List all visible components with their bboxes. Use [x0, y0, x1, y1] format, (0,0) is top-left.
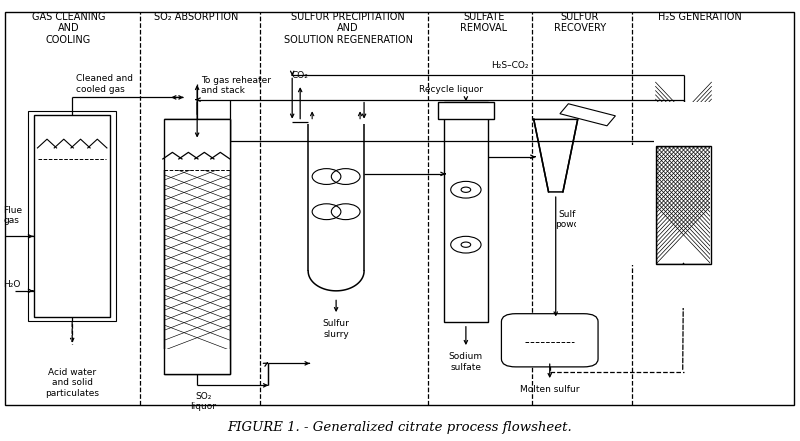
Text: H₂S–CO₂: H₂S–CO₂ — [491, 61, 529, 70]
Bar — [560, 104, 615, 126]
Text: SULFUR
RECOVERY: SULFUR RECOVERY — [554, 11, 606, 33]
Text: H₂O: H₂O — [3, 280, 21, 289]
Text: CO₂: CO₂ — [292, 71, 309, 80]
Text: Steam: Steam — [719, 166, 749, 175]
Bar — [165, 120, 230, 374]
Bar — [163, 349, 231, 374]
Text: FIGURE 1. - Generalized citrate process flowsheet.: FIGURE 1. - Generalized citrate process … — [228, 421, 572, 434]
Bar — [654, 264, 713, 308]
Text: SULFATE
REMOVAL: SULFATE REMOVAL — [460, 11, 507, 33]
Bar — [655, 146, 711, 265]
Text: H₂S GENERATION: H₂S GENERATION — [658, 11, 742, 22]
Bar — [5, 11, 794, 405]
Text: CH₄: CH₄ — [675, 293, 692, 302]
Text: SO₂ ABSORPTION: SO₂ ABSORPTION — [154, 11, 238, 22]
Text: SO₂
liquor: SO₂ liquor — [190, 392, 217, 411]
Text: Sulfur
powder: Sulfur powder — [555, 209, 589, 229]
Bar — [654, 102, 713, 146]
Text: Molten sulfur: Molten sulfur — [520, 385, 579, 394]
Bar — [655, 146, 711, 265]
Text: Recycle liquor: Recycle liquor — [418, 85, 482, 94]
Text: To gas reheater
and stack: To gas reheater and stack — [201, 76, 271, 95]
Bar — [34, 115, 110, 317]
Bar — [438, 102, 494, 120]
Text: Flue
gas: Flue gas — [3, 206, 22, 225]
Bar — [165, 120, 230, 374]
Text: Sodium
sulfate: Sodium sulfate — [449, 352, 483, 372]
Text: Cleaned and
cooled gas: Cleaned and cooled gas — [76, 75, 133, 94]
FancyBboxPatch shape — [502, 314, 598, 367]
Bar — [576, 146, 657, 265]
Text: Sulfur
slurry: Sulfur slurry — [322, 319, 350, 339]
Text: SULFUR PRECIPITATION
AND
SOLUTION REGENERATION: SULFUR PRECIPITATION AND SOLUTION REGENE… — [283, 11, 413, 45]
Text: GAS CLEANING
AND
COOLING: GAS CLEANING AND COOLING — [32, 11, 106, 45]
Bar — [163, 119, 231, 170]
Bar — [710, 146, 790, 265]
Bar — [28, 112, 117, 321]
Text: Acid water
and solid
particulates: Acid water and solid particulates — [45, 368, 99, 398]
Bar — [444, 102, 488, 321]
